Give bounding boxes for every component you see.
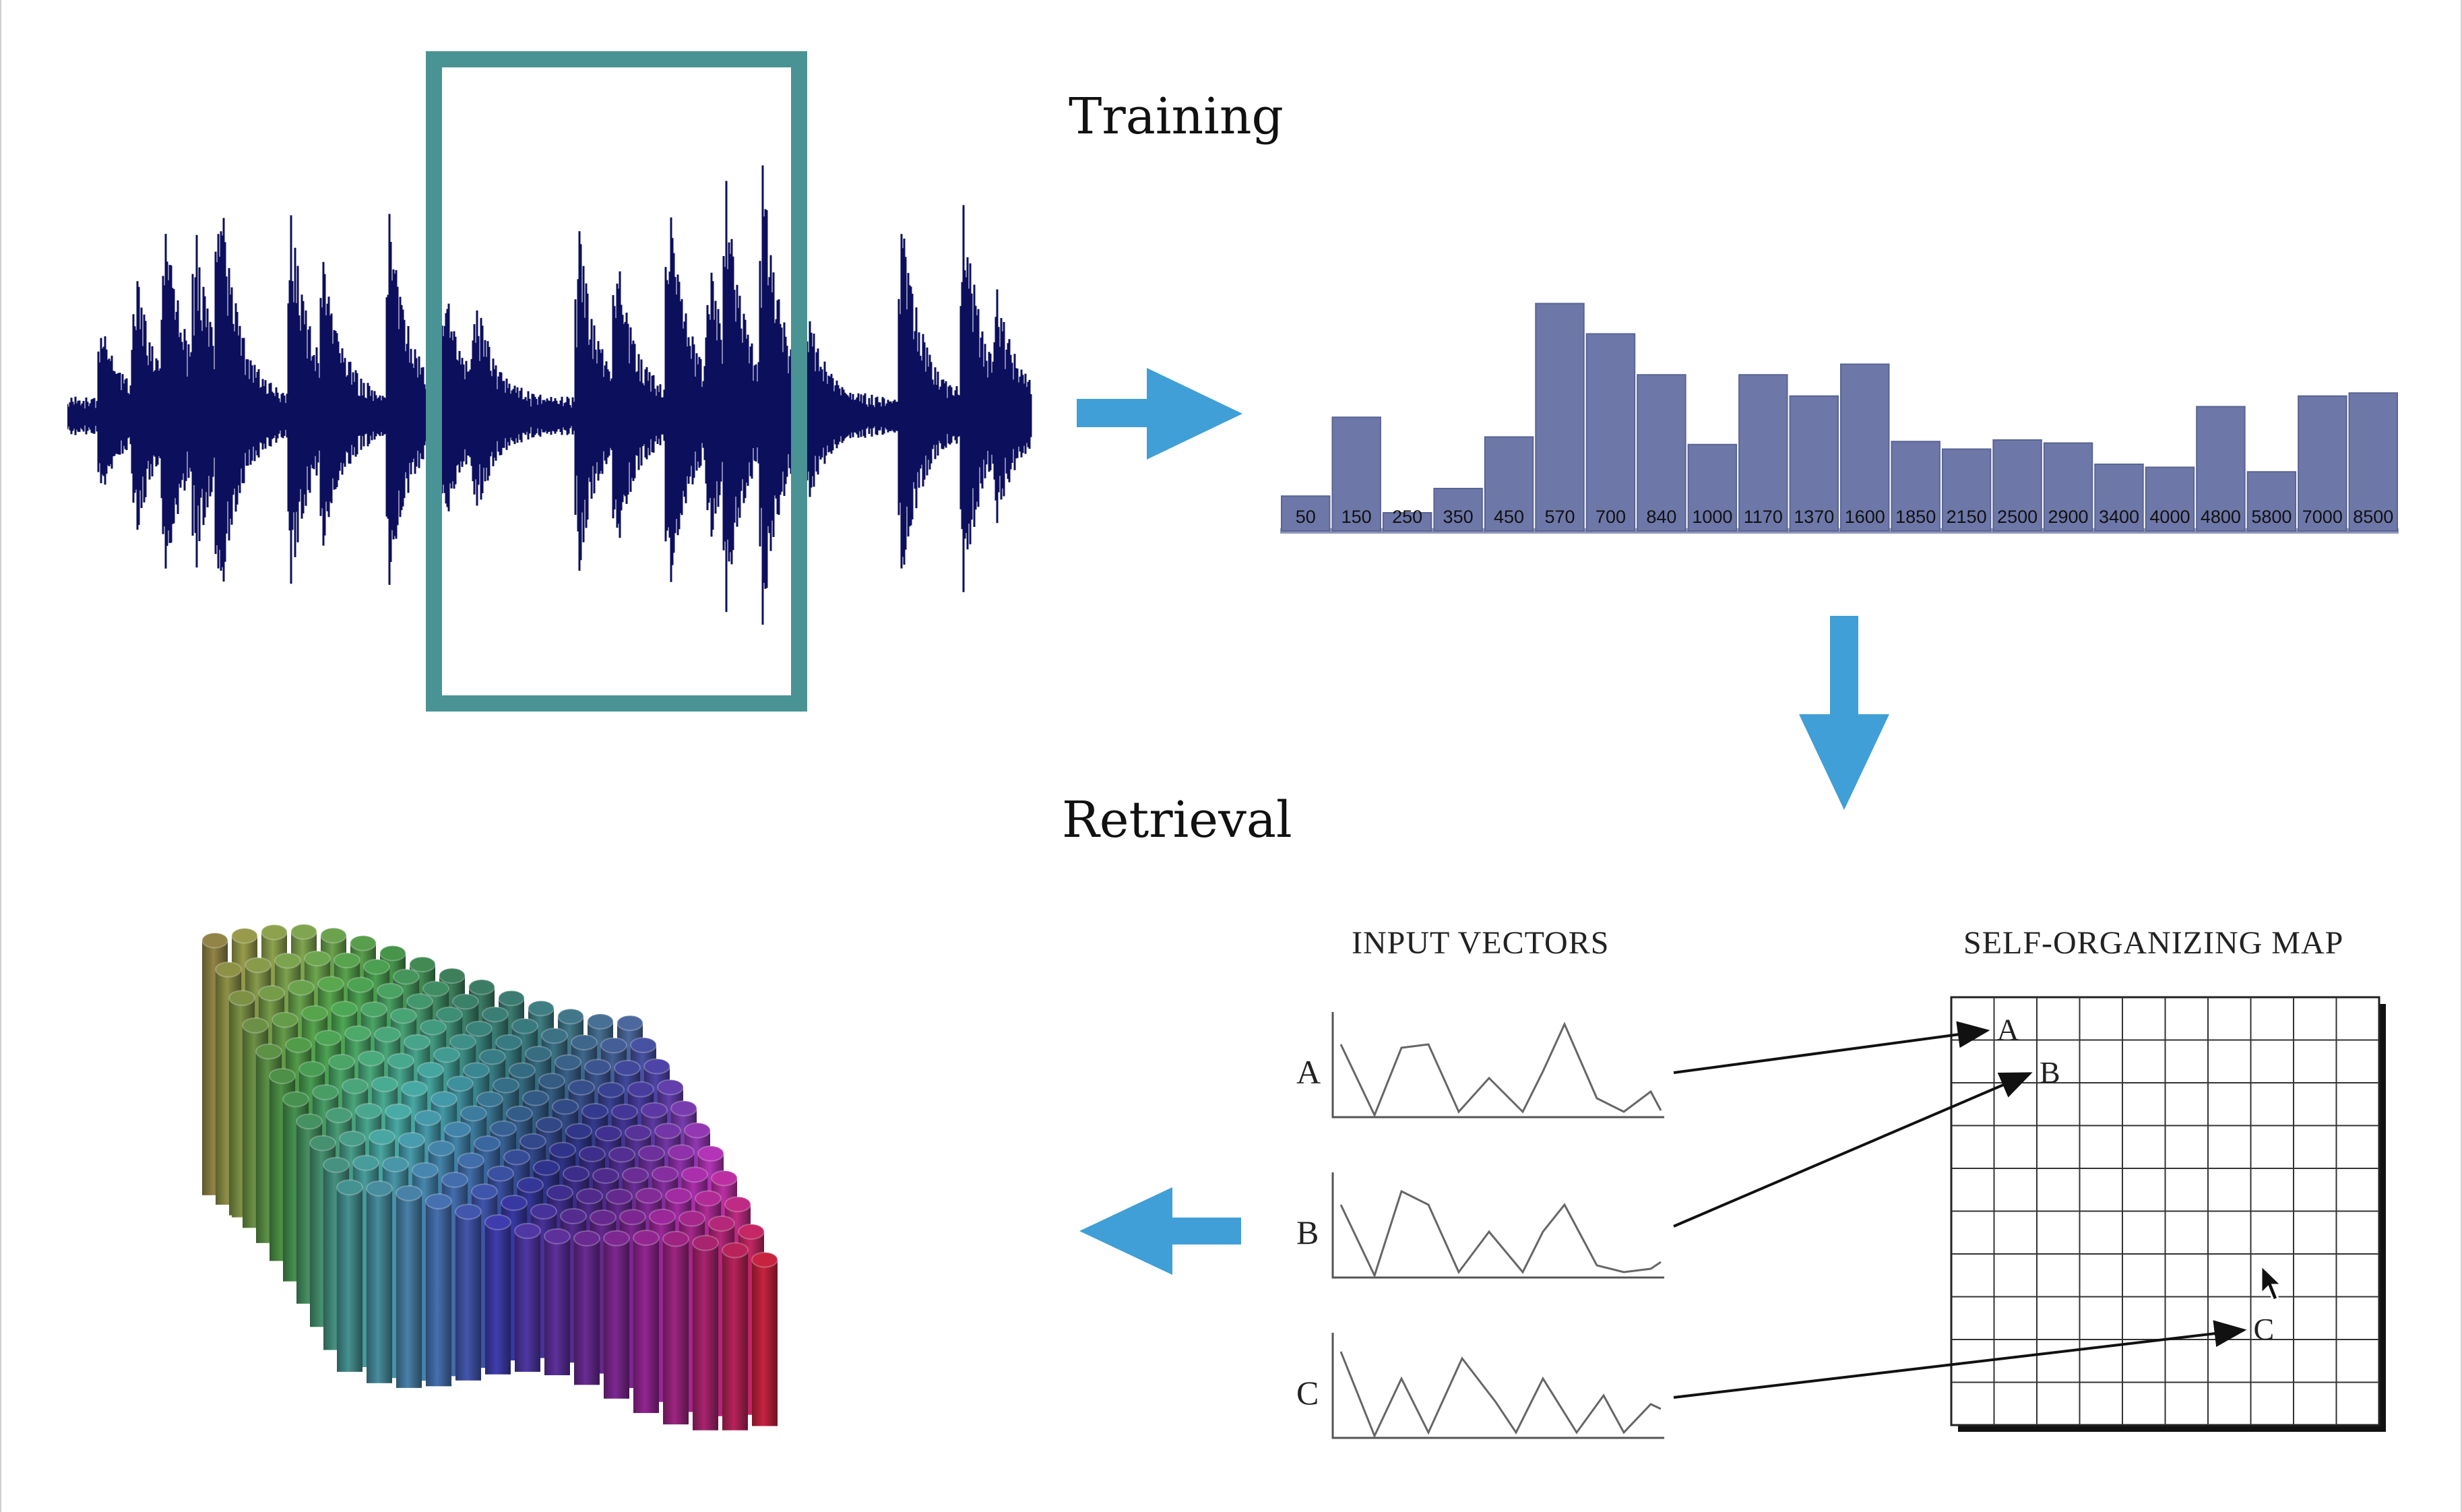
bar-1000 (1687, 443, 1738, 532)
bar-label-1600: 1600 (1845, 507, 1885, 527)
bar-label-450: 450 (1494, 507, 1524, 527)
bar-4000 (2145, 466, 2195, 532)
arrow-left (1079, 1187, 1241, 1275)
self-organizing-map-label: SELF-ORGANIZING MAP (1963, 925, 2344, 961)
bar-label-2900: 2900 (2048, 507, 2089, 527)
right-edge-line (2461, 0, 2462, 1512)
bar-1600 (1840, 363, 1890, 532)
input-vector-c-plot (1331, 1333, 1664, 1439)
bar-1370 (1789, 395, 1839, 532)
bar-label-350: 350 (1443, 507, 1474, 527)
frequency-bar-chart: 50 150 250 350 450 570 700 840 1000 1170 1370 1600 1… (1280, 303, 2399, 534)
bar-label-1170: 1170 (1744, 507, 1783, 527)
bar-700 (1585, 333, 1636, 532)
bar-label-1370: 1370 (1794, 507, 1834, 527)
bar-label-1000: 1000 (1692, 507, 1732, 527)
audio-waveform (67, 165, 1032, 625)
bar-250 (1382, 512, 1432, 532)
bar-label-2500: 2500 (1997, 507, 2038, 527)
bar-2500 (1992, 439, 2042, 532)
vector-label-b: B (1296, 1214, 1319, 1251)
bar-840 (1637, 374, 1686, 532)
bar-50 (1281, 495, 1331, 532)
bar-2900 (2043, 442, 2093, 532)
vector-label-c: C (1296, 1374, 1319, 1412)
self-organizing-map-grid: AB C (1673, 996, 2386, 1432)
input-vector-a-plot (1331, 1012, 1664, 1119)
training-heading: Training (1069, 88, 1284, 146)
retrieval-heading: Retrieval (1062, 791, 1292, 849)
map-cell-label-c: C (2254, 1312, 2275, 1346)
bar-5800 (2246, 471, 2297, 532)
mapping-arrow-a (1673, 1021, 1990, 1074)
bar-3400 (2094, 464, 2144, 532)
input-vector-b-plot (1331, 1172, 1664, 1279)
bar-label-840: 840 (1646, 507, 1676, 527)
bar-label-4000: 4000 (2149, 507, 2190, 527)
arrow-down (1799, 616, 1889, 810)
bar-label-3400: 3400 (2099, 507, 2139, 527)
bar-350 (1433, 488, 1483, 532)
bar-label-4800: 4800 (2201, 507, 2241, 527)
bar-label-250: 250 (1392, 507, 1422, 527)
bar-label-7000: 7000 (2302, 507, 2343, 527)
som-3d-surface (201, 923, 778, 1430)
vector-label-a: A (1296, 1053, 1321, 1091)
bar-2150 (1941, 448, 1992, 532)
mouse-cursor-icon (2260, 1264, 2284, 1302)
bar-label-8500: 8500 (2353, 507, 2393, 527)
bar-570 (1535, 303, 1585, 532)
bar-1850 (1891, 441, 1940, 532)
bar-7000 (2298, 395, 2347, 532)
waveform-trace (67, 165, 1032, 625)
input-vectors-label: INPUT VECTORS (1352, 925, 1610, 961)
cylinder-field (201, 923, 778, 1430)
map-cell-label-a: A (1997, 1013, 2019, 1047)
mapping-arrow-c (1673, 1320, 2247, 1399)
bar-8500 (2348, 392, 2398, 532)
bar-4800 (2196, 406, 2246, 532)
bar-150 (1331, 416, 1381, 532)
bar-label-50: 50 (1296, 507, 1316, 527)
bar-label-700: 700 (1596, 507, 1626, 527)
bar-450 (1484, 436, 1534, 532)
bar-label-2150: 2150 (1947, 507, 1987, 527)
bar-1170 (1738, 374, 1788, 532)
analysis-window-frame (426, 51, 807, 712)
bar-label-150: 150 (1342, 507, 1372, 527)
mapping-arrow-b (1673, 1072, 2033, 1228)
chart-baseline (1280, 528, 2399, 534)
left-edge-line (0, 0, 1, 1512)
bar-label-570: 570 (1544, 507, 1575, 527)
map-cell-label-b: B (2040, 1055, 2060, 1090)
bar-label-5800: 5800 (2251, 507, 2292, 527)
bar-label-1850: 1850 (1895, 507, 1936, 527)
arrow-right (1077, 368, 1242, 460)
